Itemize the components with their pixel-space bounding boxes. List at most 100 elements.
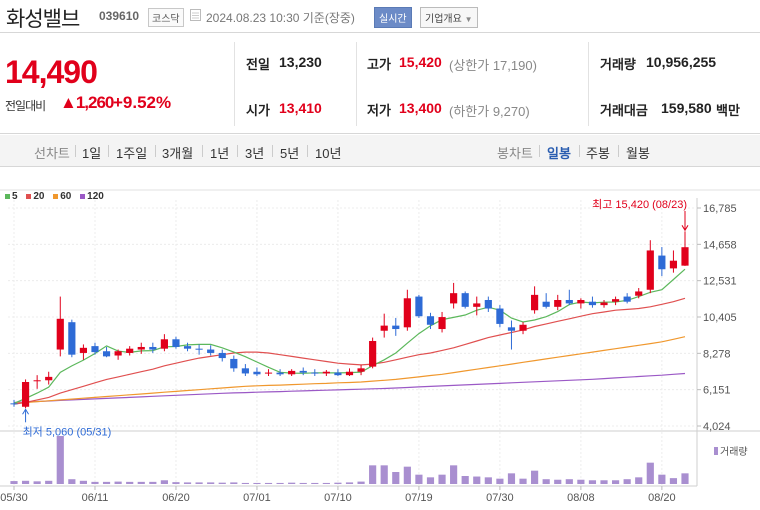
volume-bar <box>45 480 53 484</box>
candle-body <box>484 299 492 309</box>
amount-unit: 백만 <box>716 103 740 118</box>
volume-bar <box>288 482 296 484</box>
volume-bar <box>403 466 411 484</box>
volume-bar <box>588 480 597 484</box>
candle-body <box>611 299 620 302</box>
candle-body <box>588 301 597 306</box>
line-chart-label[interactable]: 선차트 <box>34 146 70 161</box>
volume-bar <box>345 482 354 484</box>
divider <box>579 145 580 157</box>
candle-body <box>33 380 41 382</box>
volume-bar <box>195 482 203 484</box>
min-arrow-icon <box>22 408 29 415</box>
volume-bar <box>91 481 99 484</box>
x-tick-label: 08/20 <box>648 492 676 504</box>
amount-value: 159,580 <box>661 100 712 116</box>
candle-chart-label[interactable]: 봉차트 <box>497 146 533 161</box>
divider <box>307 145 308 157</box>
prev-close-label: 전일 <box>246 57 270 72</box>
change-value: ▲1,260 <box>60 93 114 113</box>
legend-swatch <box>26 193 32 199</box>
volume-bar <box>380 465 388 484</box>
volume-bar <box>311 482 319 484</box>
company-overview-label: 기업개요 <box>425 14 462 25</box>
volume-label: 거래량 <box>600 57 636 72</box>
prev-close-value: 13,230 <box>279 54 322 70</box>
volume-bar <box>484 477 492 484</box>
candle-body <box>10 403 18 405</box>
volume-bar <box>369 465 377 484</box>
period-1y[interactable]: 1년 <box>210 146 230 161</box>
max-price-annotation: 최고 15,420 (08/23) <box>592 198 687 211</box>
candle-body <box>45 376 53 381</box>
legend-label: 20 <box>33 191 45 202</box>
divider <box>108 145 109 157</box>
period-3m[interactable]: 3개월 <box>162 146 194 161</box>
candle-body <box>311 372 319 374</box>
moving-average-ma20 <box>13 297 686 405</box>
candle-body <box>137 346 145 350</box>
volume-bar <box>519 478 527 484</box>
clock-icon <box>190 9 201 21</box>
candle-body <box>426 316 435 325</box>
low-label: 저가 <box>367 103 391 118</box>
volume-bar <box>241 482 249 484</box>
volume-bar <box>218 482 226 484</box>
volume-bar <box>253 482 261 484</box>
candle-body <box>160 339 168 349</box>
volume-bar <box>357 481 365 484</box>
volume-bar <box>565 479 573 484</box>
candle-body <box>519 324 527 331</box>
candle-body <box>461 293 469 307</box>
candle-body <box>79 347 88 353</box>
stock-header: 화성밸브 039610 코스닥 2024.08.23 10:30 기준(장중) … <box>0 0 760 33</box>
volume-bar <box>149 481 157 484</box>
legend-swatch <box>80 193 86 199</box>
volume-bar <box>68 479 76 484</box>
volume-bar <box>172 482 180 484</box>
candle-body <box>68 322 76 355</box>
y-tick-label: 12,531 <box>703 276 737 288</box>
candle-body <box>681 247 689 266</box>
legend-swatch <box>5 193 10 199</box>
x-tick-label: 07/19 <box>405 492 433 504</box>
candle-monthly[interactable]: 월봉 <box>626 146 650 161</box>
volume-bar <box>461 476 469 484</box>
period-1w[interactable]: 1주일 <box>116 146 148 161</box>
period-10y[interactable]: 10년 <box>315 146 342 161</box>
candle-body <box>253 371 261 375</box>
volume-bar <box>669 478 678 484</box>
moving-average-ma5 <box>13 268 686 404</box>
candle-body <box>380 325 388 331</box>
company-overview-button[interactable]: 기업개요 ▼ <box>420 7 478 28</box>
change-percent: +9.52% <box>113 93 172 112</box>
realtime-button[interactable]: 실시간 <box>374 7 412 28</box>
candle-body <box>438 317 446 330</box>
x-tick-label: 05/30 <box>0 492 28 504</box>
candle-body <box>241 368 249 374</box>
chart-toolbar: 선차트 1일 1주일 3개월 1년 3년 5년 10년 봉차트 일봉 주봉 월봉 <box>0 135 760 167</box>
candle-body <box>288 370 296 375</box>
volume-bar <box>646 462 654 484</box>
volume-bar <box>102 481 111 484</box>
candle-body <box>357 368 365 372</box>
ma-legend: 5 20 60 120 <box>5 191 110 202</box>
volume-bar <box>126 481 134 484</box>
volume-bar <box>21 480 30 484</box>
volume-bar <box>56 436 64 484</box>
y-tick-label: 8,278 <box>703 348 731 360</box>
period-1d[interactable]: 1일 <box>82 146 102 161</box>
candle-body <box>496 308 504 324</box>
candle-daily[interactable]: 일봉 <box>547 146 571 161</box>
period-3y[interactable]: 3년 <box>245 146 265 161</box>
volume-bar <box>542 479 550 484</box>
legend-ma5: 5 <box>5 191 18 202</box>
period-5y[interactable]: 5년 <box>280 146 300 161</box>
candle-body <box>473 303 481 307</box>
price-chart[interactable]: 16,785 14,658 12,531 10,405 8,278 6,151 4,024 0… <box>0 168 760 510</box>
volume-value: 10,956,255 <box>646 54 717 70</box>
candle-body <box>334 372 342 376</box>
candle-weekly[interactable]: 주봉 <box>586 146 610 161</box>
candle-body <box>218 352 226 359</box>
volume-bar <box>611 480 620 484</box>
